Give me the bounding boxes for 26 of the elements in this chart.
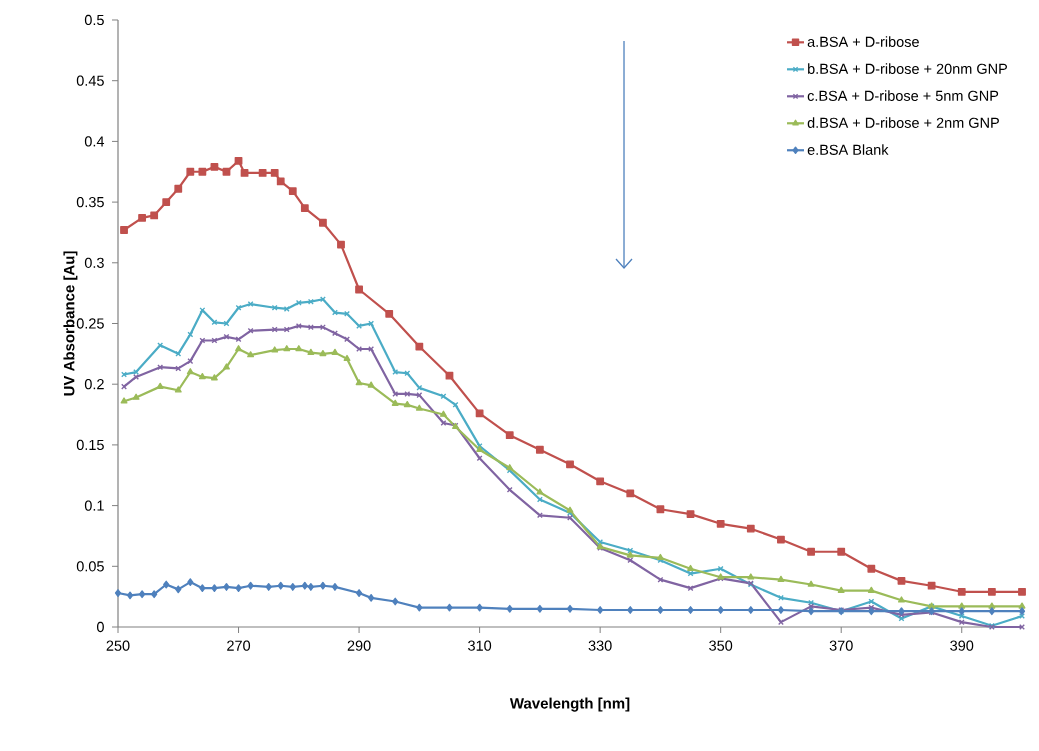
legend-label: c.BSA + D-ribose + 5nm GNP [807, 90, 999, 101]
y-tick-label: 0.05 [76, 561, 104, 572]
y-tick-label: 0.35 [76, 196, 104, 208]
y-tick-label: 0.4 [84, 136, 105, 147]
legend-label: a.BSA + D-ribose [807, 36, 919, 47]
y-tick-label: 0.15 [76, 439, 104, 451]
y-tick-label: 0.25 [76, 318, 104, 329]
y-tick-label: 0.1 [84, 500, 104, 511]
x-tick-label: 290 [347, 640, 371, 651]
x-tick-label: 330 [588, 640, 612, 651]
x-tick-label: 310 [468, 640, 492, 651]
y-tick-label: 0.5 [84, 14, 104, 26]
y-tick-label: 0.2 [84, 379, 104, 390]
y-axis-title: UV Absorbance [Au] [63, 251, 78, 396]
y-tick-label: 0.45 [76, 75, 104, 86]
x-tick-label: 390 [950, 640, 974, 651]
legend-label: e.BSA Blank [807, 144, 889, 155]
legend-label: b.BSA + D-ribose + 20nm GNP [808, 63, 1008, 74]
x-axis-title: Wavelength [nm] [509, 697, 630, 712]
x-tick-label: 350 [709, 640, 733, 651]
y-tick-label: 0.3 [84, 257, 104, 268]
legend-label: d.BSA + D-ribose + 2nm GNP [807, 117, 999, 128]
x-tick-label: 250 [106, 640, 130, 651]
y-tick-label: 0 [96, 621, 104, 633]
x-tick-label: 370 [829, 640, 853, 651]
x-tick-label: 270 [227, 640, 251, 651]
